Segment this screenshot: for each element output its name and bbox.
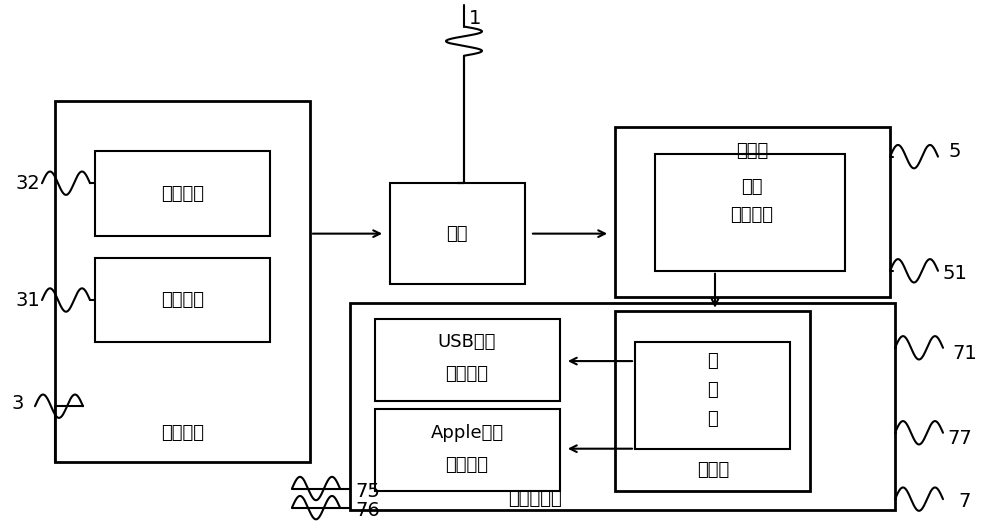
Text: 75: 75 [356,482,380,501]
Bar [390,183,525,284]
Text: 1: 1 [469,9,481,28]
Text: 夹持臂: 夹持臂 [736,142,768,160]
Text: 5: 5 [949,142,961,161]
Bar [655,154,845,271]
Bar [350,303,895,510]
Bar [615,311,810,491]
Text: 76: 76 [356,501,380,520]
Text: 供电电路: 供电电路 [162,185,205,203]
Text: 导: 导 [708,352,718,370]
Text: 71: 71 [953,344,977,363]
Bar [635,342,790,449]
Text: 移动电源: 移动电源 [162,424,205,442]
Text: 埠: 埠 [708,410,718,429]
Text: Apple规格: Apple规格 [430,424,504,442]
Text: 51: 51 [943,264,967,283]
Bar [615,127,890,297]
Text: 供电枢转臂: 供电枢转臂 [508,490,562,508]
Text: 电连接埠: 电连接埠 [730,206,774,224]
Bar [375,409,560,491]
Text: 接: 接 [708,381,718,399]
Text: 31: 31 [16,290,40,310]
Text: 电路板: 电路板 [697,461,729,479]
Text: 环型: 环型 [741,178,763,196]
Bar [95,151,270,236]
Bar [95,258,270,342]
Text: 32: 32 [16,174,40,193]
Text: 本体: 本体 [446,225,468,243]
Text: 77: 77 [948,429,972,448]
Text: USB规格: USB规格 [438,333,496,352]
Text: 7: 7 [959,492,971,511]
Bar [55,101,310,462]
Text: 供电插头: 供电插头 [446,456,488,474]
Text: 受电接头: 受电接头 [162,291,205,309]
Text: 3: 3 [12,394,24,413]
Bar [375,319,560,401]
Text: 供电插头: 供电插头 [446,365,488,383]
